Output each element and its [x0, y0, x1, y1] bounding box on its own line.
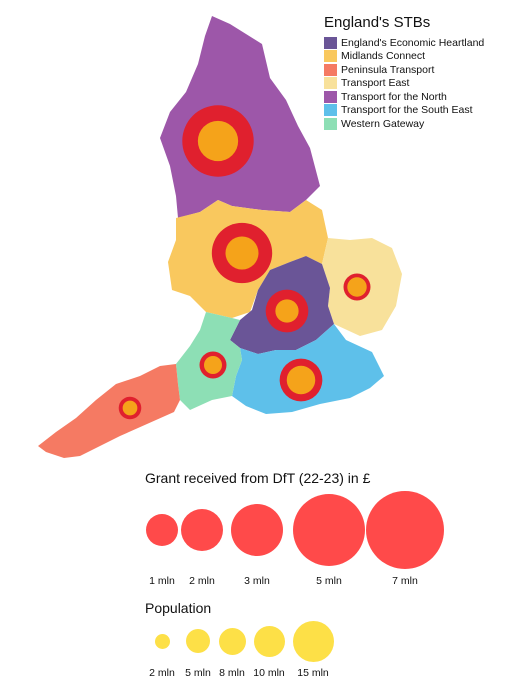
population-circle: [275, 299, 299, 323]
legend-swatch: [324, 117, 337, 130]
size-legend-bubble: [366, 491, 444, 569]
size-legend-label: 15 mln: [297, 667, 329, 679]
legend-swatch: [324, 104, 337, 117]
grant-legend-title: Grant received from DfT (22-23) in £: [145, 470, 371, 486]
legend-swatch: [324, 90, 337, 103]
legend-swatch: [324, 50, 337, 63]
legend-swatch: [324, 36, 337, 49]
legend-swatch: [324, 63, 337, 76]
size-legend-bubble: [231, 504, 283, 556]
size-legend-bubble: [181, 509, 223, 551]
size-legend-bubble: [218, 627, 246, 655]
size-legend-bubble: [292, 620, 334, 662]
legend-label: Transport for the South East: [341, 104, 473, 117]
stb-legend: England's STBs England's Economic Heartl…: [324, 14, 484, 131]
legend-label: Transport East: [341, 77, 410, 90]
legend-row: Transport East: [324, 77, 484, 91]
size-legend-bubble: [293, 494, 365, 566]
size-legend-label: 10 mln: [253, 667, 285, 679]
population-legend-title: Population: [145, 600, 212, 616]
size-legend-label: 5 mln: [185, 667, 211, 679]
legend-title: England's STBs: [324, 14, 431, 31]
region-peninsula-transport: [38, 364, 180, 458]
population-circle: [197, 120, 239, 162]
size-legend-label: 2 mln: [149, 667, 175, 679]
legend-row: Western Gateway: [324, 117, 484, 131]
legend-swatch: [324, 77, 337, 90]
size-legend-label: 1 mln: [149, 575, 175, 587]
size-legend-bubble: [253, 625, 285, 657]
size-legend-bubble: [146, 514, 178, 546]
legend-row: Transport for the South East: [324, 104, 484, 118]
size-legend-label: 8 mln: [219, 667, 245, 679]
size-legend-label: 5 mln: [316, 575, 342, 587]
legend-row: England's Economic Heartland: [324, 36, 484, 50]
england-stb-map: [38, 16, 402, 458]
population-circle: [286, 365, 316, 395]
population-circle: [203, 355, 223, 375]
population-circle: [225, 236, 259, 270]
population-circle: [347, 277, 367, 297]
size-legend-label: 2 mln: [189, 575, 215, 587]
map-circles: [118, 105, 371, 420]
legend-row: Transport for the North: [324, 90, 484, 104]
legend-row: Midlands Connect: [324, 50, 484, 64]
size-legend-bubble: [154, 633, 170, 649]
population-circle: [122, 400, 138, 416]
size-legend-bubble: [186, 629, 210, 653]
legend-label: Western Gateway: [341, 117, 425, 130]
size-legend-label: 3 mln: [244, 575, 270, 587]
legend-label: England's Economic Heartland: [341, 36, 485, 49]
legend-label: Transport for the North: [341, 90, 447, 103]
legend-label: Midlands Connect: [341, 50, 426, 63]
legend-label: Peninsula Transport: [341, 63, 435, 76]
legend-row: Peninsula Transport: [324, 63, 484, 77]
size-legend-label: 7 mln: [392, 575, 418, 587]
